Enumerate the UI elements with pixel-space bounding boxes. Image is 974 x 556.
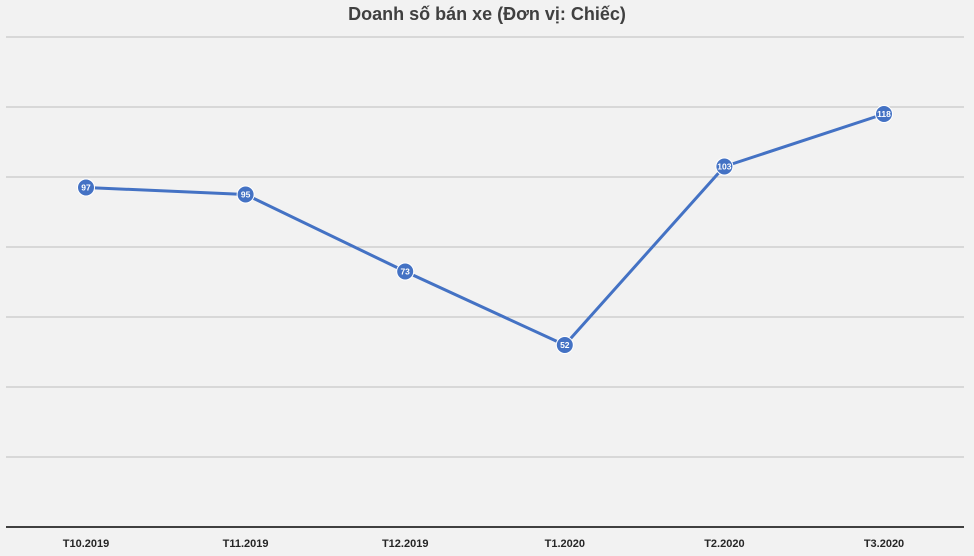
x-tick-label: T11.2019 bbox=[223, 538, 269, 550]
data-label: 52 bbox=[560, 340, 570, 350]
data-point bbox=[236, 185, 255, 204]
data-point bbox=[77, 178, 95, 197]
chart-title: Doanh số bán xe (Đơn vị: Chiếc) bbox=[348, 4, 626, 24]
x-tick-label: T12.2019 bbox=[382, 538, 428, 550]
data-label: 118 bbox=[877, 109, 891, 119]
x-tick-label: T3.2020 bbox=[864, 538, 904, 550]
x-tick-label: T1.2020 bbox=[545, 538, 585, 550]
data-point bbox=[715, 157, 734, 176]
data-label: 73 bbox=[400, 267, 410, 277]
series-line bbox=[85, 112, 885, 347]
data-label: 103 bbox=[717, 162, 731, 172]
data-point bbox=[875, 105, 893, 123]
x-tick-label: T2.2020 bbox=[704, 538, 744, 550]
data-point bbox=[396, 262, 415, 281]
x-tick-label: T10.2019 bbox=[63, 538, 109, 550]
data-point bbox=[555, 336, 574, 354]
data-label: 97 bbox=[81, 183, 91, 193]
data-label: 95 bbox=[241, 190, 251, 200]
